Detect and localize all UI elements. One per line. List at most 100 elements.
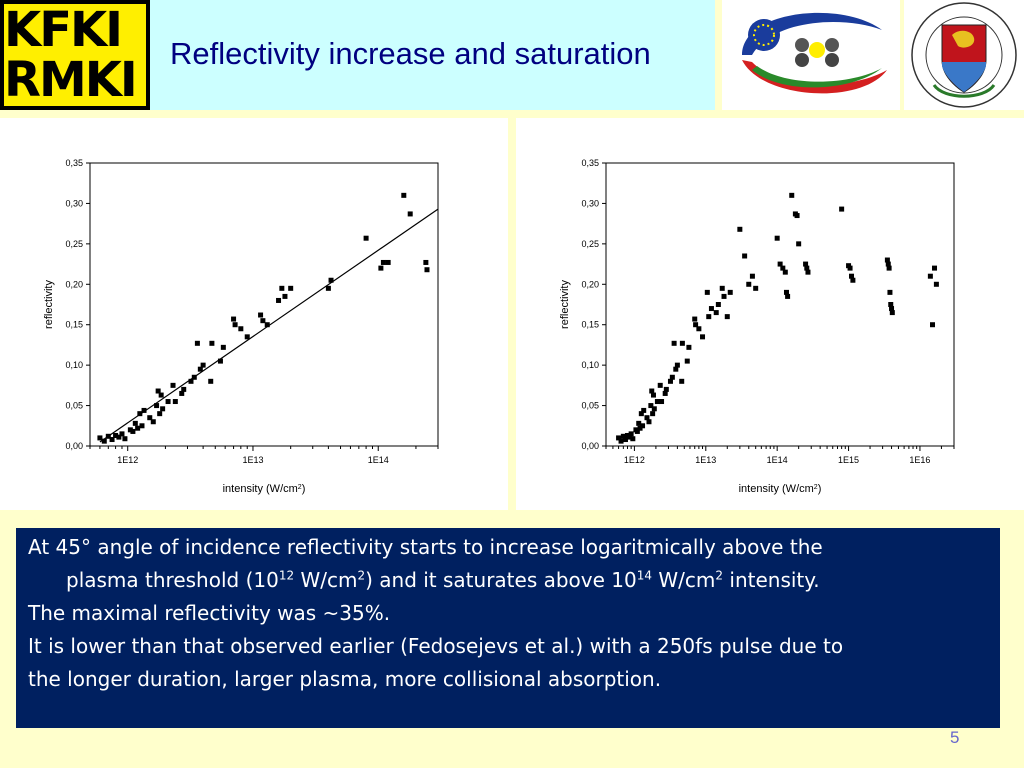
data-point xyxy=(127,427,133,433)
data-point xyxy=(796,241,802,247)
x-tick-label: 1E13 xyxy=(695,455,716,465)
data-point xyxy=(679,340,685,346)
atom-4 xyxy=(825,53,839,67)
data-point xyxy=(325,285,331,291)
data-point xyxy=(147,415,153,421)
data-point xyxy=(727,289,733,295)
data-point xyxy=(785,293,791,299)
data-point xyxy=(616,435,622,441)
data-point xyxy=(380,259,386,265)
data-point xyxy=(401,192,407,198)
chart-linear-fit: 0,00 0,05 0,10 0,15 0,20 0,25 0,30 0,35 1E12 1E13… xyxy=(43,158,439,495)
data-point xyxy=(927,273,933,279)
data-point xyxy=(618,438,624,444)
data-point xyxy=(667,378,673,384)
p1-line2: plasma threshold (1012 W/cm2) and it sat… xyxy=(28,568,820,592)
y-tick-label: 0,35 xyxy=(65,158,83,168)
data-point xyxy=(777,261,783,267)
data-point xyxy=(849,273,855,279)
data-point xyxy=(887,289,893,295)
x-tick-label: 1E14 xyxy=(368,455,389,465)
data-point xyxy=(101,438,107,444)
eu-logo-graphic xyxy=(742,12,887,94)
x-axis-label: intensity (W/cm2) xyxy=(223,483,306,495)
data-point xyxy=(805,269,811,275)
seal-laurel xyxy=(932,83,996,98)
data-point xyxy=(659,399,665,405)
data-point xyxy=(648,403,654,409)
data-point xyxy=(407,211,413,217)
data-point xyxy=(850,277,856,283)
data-point xyxy=(137,411,143,417)
summary-textbox: At 45° angle of incidence reflectivity s… xyxy=(16,528,1000,728)
data-point xyxy=(97,435,103,441)
data-point xyxy=(719,285,725,291)
data-point xyxy=(804,265,810,271)
data-point xyxy=(674,362,680,368)
x-tick-label: 1E12 xyxy=(117,455,138,465)
data-point xyxy=(657,382,663,388)
y-tick-label: 0,05 xyxy=(581,401,599,411)
data-point xyxy=(328,277,334,283)
p1-line1: At 45° angle of incidence reflectivity s… xyxy=(28,535,823,559)
x-axis-label: intensity (W/cm2) xyxy=(739,483,822,495)
data-point xyxy=(932,265,938,271)
x-tick-label: 1E12 xyxy=(624,455,645,465)
seal-lion xyxy=(952,30,975,48)
y-tick-label: 0,20 xyxy=(65,279,83,289)
y-tick-label: 0,35 xyxy=(581,158,599,168)
eu-stars-ring xyxy=(753,24,775,46)
data-point xyxy=(378,265,384,271)
p1-sup-2b: 2 xyxy=(715,568,724,583)
y-tick-label: 0,30 xyxy=(581,198,599,208)
p1-text-d: ) and it saturates above 10 xyxy=(365,568,637,592)
data-point xyxy=(141,407,147,413)
plot-frame xyxy=(605,162,955,447)
y-tick-label: 0,15 xyxy=(581,320,599,330)
data-point xyxy=(217,358,223,364)
data-point xyxy=(889,306,895,312)
data-point xyxy=(628,431,634,437)
data-point xyxy=(634,428,640,434)
data-point xyxy=(885,261,891,267)
seal-inner-ring xyxy=(925,16,1003,94)
data-point xyxy=(646,419,652,425)
szeged-university-seal xyxy=(904,0,1024,110)
data-point xyxy=(889,310,895,316)
p1-text-c: W/cm xyxy=(294,568,358,592)
y-tick-label: 0,30 xyxy=(65,198,83,208)
kfki-rmki-logo: KFKI RMKI xyxy=(0,0,150,110)
data-point xyxy=(231,316,237,322)
data-point xyxy=(165,399,171,405)
p1-text-f: intensity. xyxy=(723,568,820,592)
data-point xyxy=(232,322,238,328)
p1-text-e: W/cm xyxy=(652,568,716,592)
y-axis-label: reflectivity xyxy=(43,280,55,329)
data-point xyxy=(700,334,706,340)
data-point xyxy=(662,390,668,396)
p1-sup-2a: 2 xyxy=(357,568,366,583)
logo-panel xyxy=(4,4,146,106)
data-point xyxy=(363,235,369,241)
data-point xyxy=(742,253,748,259)
data-point xyxy=(139,423,145,429)
y-tick-label: 0,10 xyxy=(65,360,83,370)
logo-text-top: KFKI xyxy=(4,2,123,58)
logo-swoosh-blue xyxy=(742,12,882,55)
data-point xyxy=(644,415,650,421)
data-point xyxy=(130,428,136,434)
atom-2 xyxy=(795,53,809,67)
data-point xyxy=(160,406,166,412)
data-point xyxy=(209,340,215,346)
eu-laser-logo xyxy=(722,0,900,110)
x-tick-label: 1E13 xyxy=(242,455,263,465)
data-point xyxy=(260,318,266,324)
slide-title: Reflectivity increase and saturation xyxy=(170,36,651,71)
data-point xyxy=(794,213,800,219)
data-point xyxy=(264,322,270,328)
data-point xyxy=(706,314,712,320)
data-point xyxy=(113,432,119,438)
data-point xyxy=(774,235,780,241)
data-point xyxy=(783,289,789,295)
data-point xyxy=(620,433,626,439)
